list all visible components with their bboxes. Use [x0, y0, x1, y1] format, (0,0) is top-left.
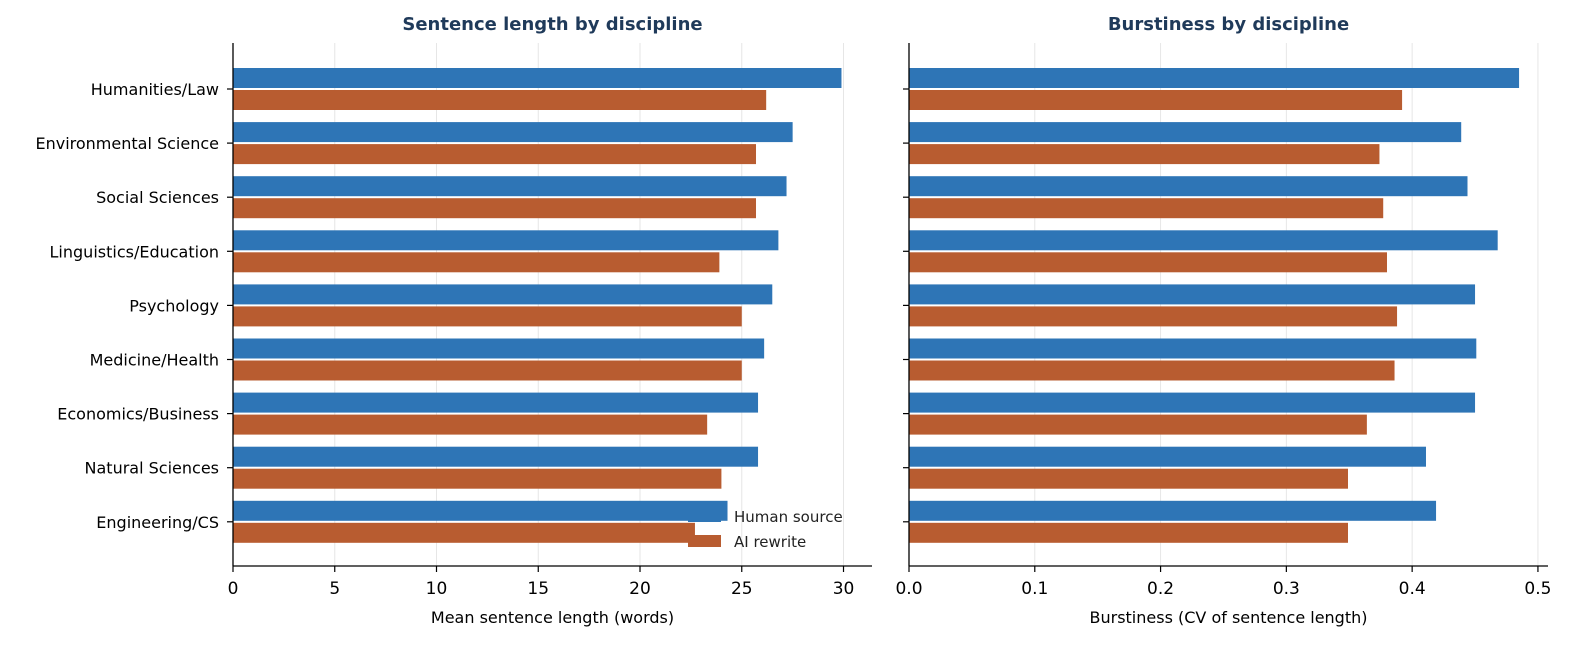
- bar-human-source-humanities-law: [909, 68, 1520, 88]
- chart-panel-burstiness: 0.0 0.1 0.2 0.3 0.4 0.5 Burstiness (CV of sent…: [895, 14, 1551, 627]
- category-label: Social Sciences: [96, 188, 219, 207]
- bar-ai-rewrite-economics-business: [909, 414, 1367, 435]
- legend-swatch-human-source: [688, 510, 721, 522]
- legend-label: Human source: [734, 508, 843, 526]
- bar-ai-rewrite-psychology: [233, 306, 742, 327]
- bar-ai-rewrite-social-sciences: [909, 198, 1384, 219]
- x-tick-label: 0.5: [1524, 579, 1551, 599]
- bar-human-source-economics-business: [909, 392, 1476, 413]
- category-label: Economics/Business: [57, 405, 219, 424]
- bar-human-source-medicine-health: [233, 338, 765, 359]
- bar-human-source-psychology: [909, 284, 1476, 305]
- bar-ai-rewrite-natural-sciences: [909, 468, 1348, 489]
- bar-ai-rewrite-medicine-health: [233, 360, 742, 381]
- category-label: Linguistics/Education: [50, 242, 219, 261]
- bar-ai-rewrite-social-sciences: [233, 198, 757, 219]
- x-tick-label: 0: [228, 579, 239, 599]
- bar-human-source-environmental-science: [909, 122, 1462, 143]
- chart-title: Sentence length by discipline: [402, 14, 702, 35]
- bar-ai-rewrite-humanities-law: [909, 90, 1403, 110]
- x-tick-label: 10: [426, 579, 448, 599]
- x-tick-label: 0.4: [1399, 579, 1426, 599]
- bar-ai-rewrite-environmental-science: [909, 144, 1380, 165]
- x-tick-label: 30: [833, 579, 855, 599]
- bar-ai-rewrite-engineering-cs: [233, 522, 695, 543]
- category-label: Humanities/Law: [91, 80, 219, 99]
- bar-ai-rewrite-linguistics-education: [909, 252, 1387, 273]
- chart-panel-sentence-length: Humanities/Law Environmental Science Socia…: [35, 14, 872, 627]
- x-axis-label: Mean sentence length (words): [431, 608, 674, 627]
- bar-human-source-social-sciences: [233, 176, 787, 197]
- bar-ai-rewrite-medicine-health: [909, 360, 1395, 381]
- bar-human-source-engineering-cs: [909, 500, 1437, 521]
- category-label: Medicine/Health: [90, 351, 219, 370]
- x-tick-label: 25: [731, 579, 753, 599]
- bar-human-source-engineering-cs: [233, 500, 728, 521]
- bar-ai-rewrite-psychology: [909, 306, 1398, 327]
- x-tick-label: 0.0: [895, 579, 922, 599]
- bar-ai-rewrite-natural-sciences: [233, 468, 722, 489]
- category-label: Natural Sciences: [85, 459, 219, 478]
- chart-legend: Human source AI rewrite: [688, 508, 843, 551]
- x-tick-label: 20: [629, 579, 651, 599]
- chart-title: Burstiness by discipline: [1108, 14, 1349, 35]
- x-axis-label: Burstiness (CV of sentence length): [1090, 608, 1368, 627]
- bar-human-source-humanities-law: [233, 68, 842, 88]
- legend-swatch-ai-rewrite: [688, 535, 721, 547]
- x-tick-label: 5: [329, 579, 340, 599]
- x-tick-label: 15: [527, 579, 549, 599]
- bar-ai-rewrite-engineering-cs: [909, 522, 1348, 543]
- bar-human-source-natural-sciences: [233, 446, 759, 467]
- bar-human-source-linguistics-education: [909, 230, 1498, 251]
- bar-human-source-linguistics-education: [233, 230, 779, 251]
- legend-label: AI rewrite: [734, 533, 806, 551]
- x-tick-label: 0.3: [1273, 579, 1300, 599]
- bar-human-source-natural-sciences: [909, 446, 1426, 467]
- bar-ai-rewrite-environmental-science: [233, 144, 757, 165]
- category-label: Psychology: [129, 296, 219, 315]
- bar-human-source-medicine-health: [909, 338, 1477, 359]
- category-label: Engineering/CS: [96, 513, 219, 532]
- x-tick-label: 0.2: [1147, 579, 1174, 599]
- bar-human-source-environmental-science: [233, 122, 793, 143]
- bar-human-source-psychology: [233, 284, 773, 305]
- bar-ai-rewrite-humanities-law: [233, 90, 767, 110]
- bar-ai-rewrite-economics-business: [233, 414, 708, 435]
- bar-human-source-social-sciences: [909, 176, 1468, 197]
- x-tick-label: 0.1: [1021, 579, 1048, 599]
- bar-human-source-economics-business: [233, 392, 759, 413]
- bar-ai-rewrite-linguistics-education: [233, 252, 720, 273]
- category-label: Environmental Science: [35, 134, 219, 153]
